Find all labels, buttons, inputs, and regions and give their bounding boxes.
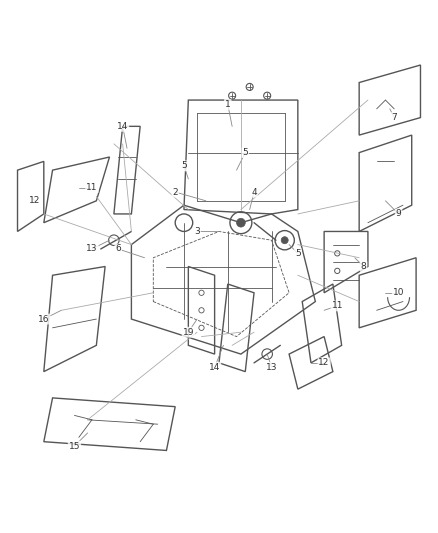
Text: 11: 11	[86, 183, 98, 192]
Text: 13: 13	[266, 363, 277, 372]
Text: 6: 6	[115, 245, 121, 254]
Circle shape	[237, 219, 245, 227]
Text: 5: 5	[181, 161, 187, 170]
Text: 19: 19	[183, 328, 194, 337]
Text: 11: 11	[332, 302, 343, 310]
Text: 14: 14	[209, 363, 220, 372]
Text: 1: 1	[225, 100, 231, 109]
Text: 2: 2	[173, 188, 178, 197]
Text: 13: 13	[86, 245, 98, 254]
Text: 5: 5	[295, 249, 301, 258]
Text: 16: 16	[38, 314, 49, 324]
Text: 12: 12	[318, 358, 330, 367]
Text: 8: 8	[360, 262, 367, 271]
Text: 14: 14	[117, 122, 128, 131]
Text: 5: 5	[242, 148, 248, 157]
Text: 12: 12	[29, 196, 41, 205]
Text: 9: 9	[396, 209, 402, 219]
Text: 15: 15	[69, 441, 80, 450]
Circle shape	[281, 237, 288, 244]
Text: 7: 7	[391, 113, 397, 122]
Text: 10: 10	[393, 288, 404, 297]
Text: 4: 4	[251, 188, 257, 197]
Text: 3: 3	[194, 227, 200, 236]
